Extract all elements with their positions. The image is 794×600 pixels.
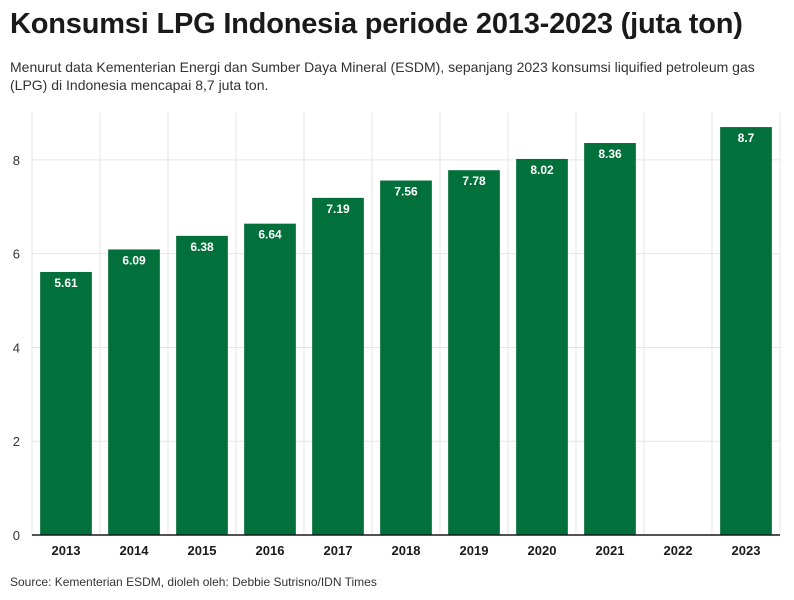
axes: 0 2 4 6 8 2013 2014 2015 2016 2017 2018 2019 2020 202… [13, 153, 780, 558]
bar-2021 [584, 143, 636, 535]
x-tick-label-2014: 2014 [120, 543, 150, 558]
x-tick-label-2023: 2023 [732, 543, 761, 558]
x-tick-label-2017: 2017 [324, 543, 353, 558]
bar-2019 [448, 170, 500, 535]
bar-2014 [108, 249, 160, 536]
chart-subtitle: Menurut data Kementerian Energi dan Sumb… [10, 59, 755, 93]
x-tick-label-2021: 2021 [596, 543, 625, 558]
y-tick-label: 0 [13, 528, 20, 543]
x-tick-label-2016: 2016 [256, 543, 285, 558]
y-tick-label: 8 [13, 153, 20, 168]
data-label-2019: 7.78 [462, 174, 486, 188]
bar-2020 [516, 158, 568, 535]
data-label-2016: 6.64 [258, 228, 282, 242]
bar-2017 [312, 197, 364, 535]
data-label-2021: 8.36 [598, 147, 622, 161]
x-tick-label-2019: 2019 [460, 543, 489, 558]
x-tick-label-2015: 2015 [188, 543, 217, 558]
data-label-2020: 8.02 [530, 163, 554, 177]
data-label-2015: 6.38 [190, 240, 214, 254]
data-label-2023: 8.7 [738, 131, 755, 145]
bar-2018 [380, 180, 432, 535]
y-tick-label: 6 [13, 247, 20, 262]
y-tick-label: 4 [13, 340, 20, 355]
x-tick-label-2022: 2022 [664, 543, 693, 558]
x-tick-label-2018: 2018 [392, 543, 421, 558]
bars: 5.61 6.09 6.38 6.64 7.19 7.56 7.78 8.02 8.36 8.7 [40, 127, 772, 536]
bar-2015 [176, 235, 228, 536]
chart-title: Konsumsi LPG Indonesia periode 2013-2023… [10, 8, 743, 40]
bar-2023 [720, 127, 772, 536]
data-label-2018: 7.56 [394, 185, 418, 199]
x-tick-label-2020: 2020 [528, 543, 557, 558]
source-note: Source: Kementerian ESDM, dioleh oleh: D… [10, 575, 377, 589]
data-label-2013: 5.61 [54, 276, 78, 290]
gridlines [31, 113, 781, 535]
bar-2013 [40, 271, 92, 535]
bar-2016 [244, 223, 296, 535]
x-tick-label-2013: 2013 [52, 543, 81, 558]
data-label-2017: 7.19 [326, 202, 350, 216]
y-tick-label: 2 [13, 434, 20, 449]
data-label-2014: 6.09 [122, 253, 146, 267]
